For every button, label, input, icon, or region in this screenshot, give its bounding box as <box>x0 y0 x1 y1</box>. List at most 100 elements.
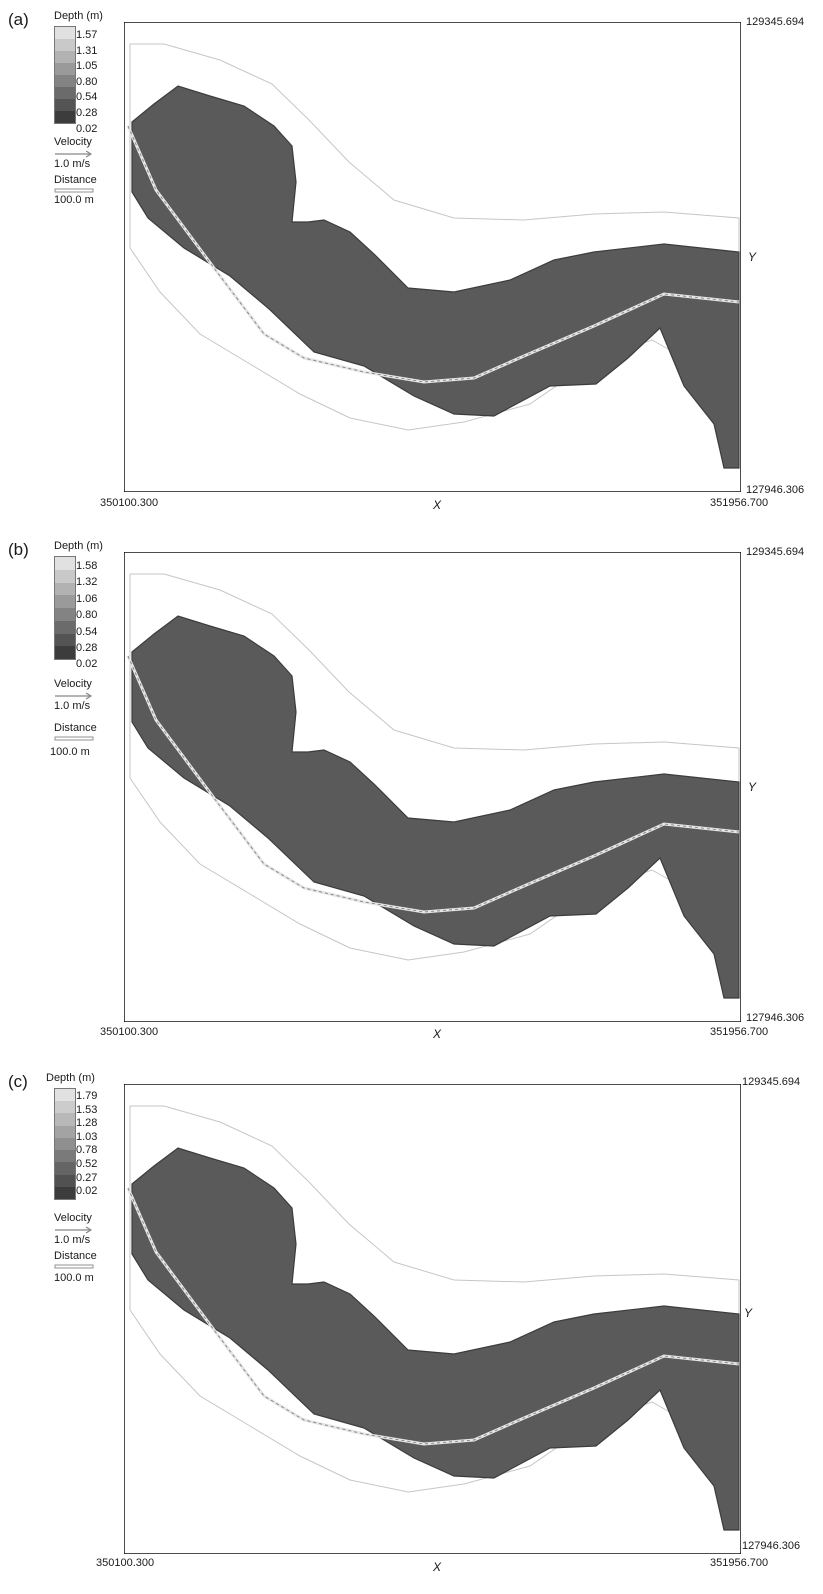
colorbar-band <box>55 1125 75 1138</box>
distance-label: Distance <box>54 1250 97 1262</box>
colorbar-band <box>55 39 75 51</box>
legend-title: Depth (m) <box>46 1072 95 1084</box>
depth-tick: 0.54 <box>76 625 98 638</box>
depth-tick: 1.03 <box>76 1130 98 1143</box>
depth-tick: 0.02 <box>76 1185 98 1198</box>
colorbar-band <box>55 27 75 39</box>
depth-tick: 1.32 <box>76 576 98 589</box>
colorbar-band <box>55 1113 75 1126</box>
distance-label: Distance <box>54 722 97 734</box>
colorbar-band <box>55 595 75 608</box>
depth-tick: 1.53 <box>76 1103 98 1116</box>
y-max-label: 129345.694 <box>742 1076 801 1088</box>
y-min-label: 127946.306 <box>746 484 805 496</box>
depth-tick: 0.28 <box>76 106 98 119</box>
depth-tick: 0.27 <box>76 1171 98 1184</box>
depth-tick: 0.52 <box>76 1157 98 1170</box>
distance-value: 100.0 m <box>50 746 90 758</box>
depth-tick: 0.80 <box>76 75 98 88</box>
legend-title: Depth (m) <box>54 10 103 22</box>
y-max-label: 129345.694 <box>746 16 805 28</box>
depth-ticks: 1.58 1.32 1.06 0.80 0.54 0.28 0.02 <box>76 558 97 673</box>
panel-c: (c) Depth (m) 1.79 1.53 1.28 1.03 0.78 0… <box>0 1062 823 1592</box>
panel-label: (b) <box>8 540 29 559</box>
depth-tick: 0.28 <box>76 642 98 655</box>
colorbar-band <box>55 1174 75 1187</box>
colorbar-band <box>55 1089 75 1102</box>
velocity-value: 1.0 m/s <box>54 158 91 170</box>
y-min-label: 127946.306 <box>742 1540 801 1552</box>
velocity-label: Velocity <box>54 1212 92 1224</box>
colorbar-band <box>55 620 75 634</box>
depth-tick: 0.80 <box>76 609 98 622</box>
colorbar-band <box>55 63 75 75</box>
colorbar-band <box>55 1162 75 1175</box>
colorbar-band <box>55 87 75 99</box>
y-axis-name: Y <box>748 780 757 794</box>
velocity-label: Velocity <box>54 678 92 690</box>
y-max-label: 129345.694 <box>746 546 805 558</box>
depth-tick: 1.57 <box>76 29 98 41</box>
panel-label: (c) <box>8 1072 28 1091</box>
depth-map-plot <box>124 22 741 492</box>
x-min-label: 350100.300 <box>100 497 159 509</box>
velocity-value: 1.0 m/s <box>54 700 91 712</box>
panel-b: (b) Depth (m) 1.58 1.32 1.06 0.80 0.54 0… <box>0 530 823 1060</box>
x-max-label: 351956.700 <box>710 1557 769 1569</box>
distance-label: Distance <box>54 174 97 186</box>
depth-map-plot <box>124 1084 741 1554</box>
colorbar-band <box>55 75 75 87</box>
y-axis-name: Y <box>748 250 757 264</box>
depth-tick: 1.79 <box>76 1090 98 1102</box>
x-axis-name: X <box>433 498 442 512</box>
scale-bar-icon <box>54 1264 94 1269</box>
depth-tick: 0.54 <box>76 91 98 104</box>
x-axis-name: X <box>433 1027 442 1041</box>
velocity-value: 1.0 m/s <box>54 1234 91 1246</box>
colorbar-band <box>55 557 75 570</box>
velocity-arrow-icon <box>55 150 93 158</box>
depth-tick: 1.28 <box>76 1117 98 1130</box>
depth-ticks: 1.57 1.31 1.05 0.80 0.54 0.28 0.02 <box>76 28 97 137</box>
depth-tick: 0.02 <box>76 122 98 135</box>
depth-tick: 1.06 <box>76 592 98 605</box>
colorbar-band <box>55 608 75 621</box>
colorbar-band <box>55 51 75 63</box>
scale-bar-icon <box>54 736 94 741</box>
depth-tick: 0.78 <box>76 1144 98 1157</box>
panel-a: (a) Depth (m) 1.57 1.31 1.05 0.80 0.54 0… <box>0 0 823 530</box>
colorbar-band <box>55 1186 75 1199</box>
colorbar-band <box>55 569 75 583</box>
colorbar-band <box>55 99 75 111</box>
depth-map-plot <box>124 552 741 1022</box>
depth-tick: 1.31 <box>76 44 98 57</box>
x-max-label: 351956.700 <box>710 1026 769 1038</box>
velocity-arrow-icon <box>55 692 93 700</box>
x-axis-name: X <box>433 1560 442 1574</box>
colorbar-band <box>55 111 75 123</box>
depth-tick: 1.58 <box>76 560 98 572</box>
depth-ticks: 1.79 1.53 1.28 1.03 0.78 0.52 0.27 0.02 <box>76 1090 97 1199</box>
panel-label: (a) <box>8 10 29 29</box>
distance-value: 100.0 m <box>54 194 94 206</box>
depth-tick: 0.02 <box>76 658 98 671</box>
depth-tick: 1.05 <box>76 60 98 73</box>
depth-colorbar <box>54 556 76 660</box>
depth-colorbar <box>54 1088 76 1200</box>
colorbar-band <box>55 1150 75 1163</box>
colorbar-band <box>55 1101 75 1114</box>
colorbar-band <box>55 633 75 647</box>
colorbar-band <box>55 1137 75 1151</box>
velocity-arrow-icon <box>55 1226 93 1234</box>
depth-colorbar <box>54 26 76 124</box>
y-min-label: 127946.306 <box>746 1012 805 1024</box>
colorbar-band <box>55 646 75 659</box>
y-axis-name: Y <box>744 1306 753 1320</box>
legend-title: Depth (m) <box>54 540 103 552</box>
x-max-label: 351956.700 <box>710 497 769 509</box>
x-min-label: 350100.300 <box>100 1026 159 1038</box>
distance-value: 100.0 m <box>54 1272 94 1284</box>
velocity-label: Velocity <box>54 136 92 148</box>
x-min-label: 350100.300 <box>96 1557 155 1569</box>
scale-bar-icon <box>54 188 94 193</box>
